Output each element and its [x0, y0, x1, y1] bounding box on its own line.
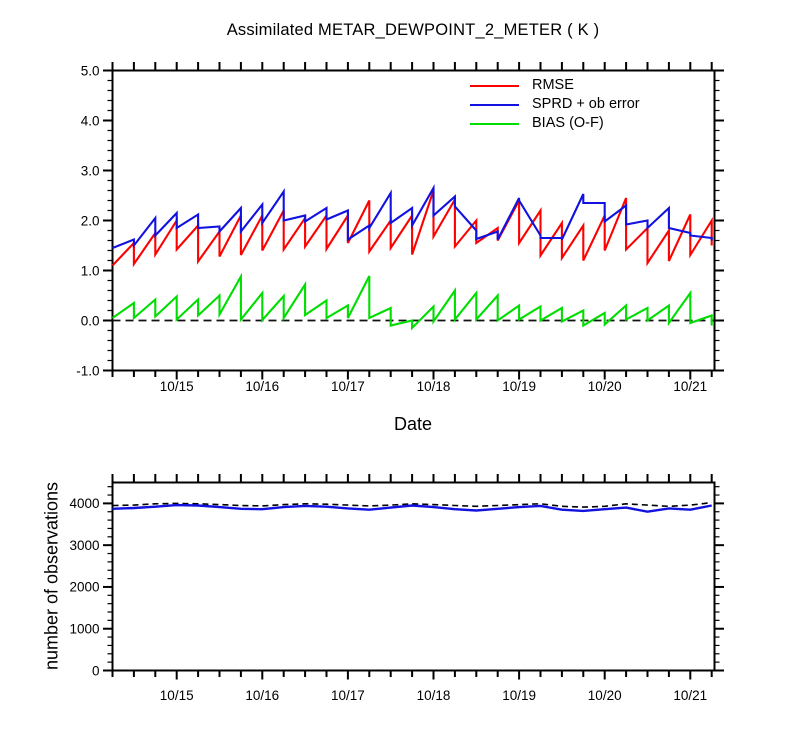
x-tick-label: 10/19: [502, 688, 536, 703]
x-tick-label: 10/16: [245, 688, 279, 703]
y-tick-label: 3.0: [81, 163, 100, 178]
x-axis-title: Date: [393, 414, 433, 434]
y-tick-label: 2.0: [81, 213, 100, 228]
y-tick-label: 1000: [69, 622, 99, 637]
sprd-legend-line-icon: [470, 103, 519, 106]
x-tick-label: 10/16: [245, 379, 279, 394]
x-tick-label: 10/20: [588, 379, 622, 394]
legend-label: RMSE: [532, 77, 574, 93]
y-tick-label: 4000: [69, 496, 99, 511]
legend-label: SPRD + ob error: [532, 96, 640, 112]
y-tick-label: 5.0: [81, 63, 100, 78]
y-tick-label: 0.0: [81, 313, 100, 328]
rmse-line: [111, 190, 713, 268]
legend-item-sprd: SPRD + ob error: [470, 95, 640, 114]
chart-title: Assimilated METAR_DEWPOINT_2_METER ( K ): [226, 21, 600, 39]
legend-label: BIAS (O-F): [532, 115, 604, 131]
x-tick-label: 10/15: [160, 688, 194, 703]
y-tick-label: 2000: [69, 580, 99, 595]
x-tick-label: 10/19: [502, 379, 536, 394]
rmse-legend-line-icon: [470, 84, 519, 87]
bias-legend-line-icon: [470, 122, 519, 125]
x-tick-label: 10/15: [160, 379, 194, 394]
bias-o-f--line: [111, 272, 713, 331]
x-tick-label: 10/21: [673, 688, 707, 703]
legend: RMSE SPRD + ob error BIAS (O-F): [470, 76, 640, 133]
y-tick-label: 4.0: [81, 113, 100, 128]
x-tick-label: 10/21: [673, 379, 707, 394]
x-tick-label: 10/20: [588, 688, 622, 703]
y-tick-label: 0: [92, 663, 100, 678]
y-tick-label: 1.0: [81, 263, 100, 278]
y-tick-label: -1.0: [76, 363, 99, 378]
legend-item-rmse: RMSE: [470, 76, 640, 95]
y-tick-label: 3000: [69, 538, 99, 553]
blue-solid-line: [112, 503, 712, 513]
x-tick-label: 10/18: [417, 379, 451, 394]
sprd-ob-error-line: [112, 184, 713, 249]
legend-item-bias: BIAS (O-F): [470, 114, 640, 133]
x-tick-label: 10/18: [417, 688, 451, 703]
x-tick-label: 10/17: [331, 688, 365, 703]
bottom-panel-frame: [111, 481, 716, 672]
x-tick-label: 10/17: [331, 379, 365, 394]
